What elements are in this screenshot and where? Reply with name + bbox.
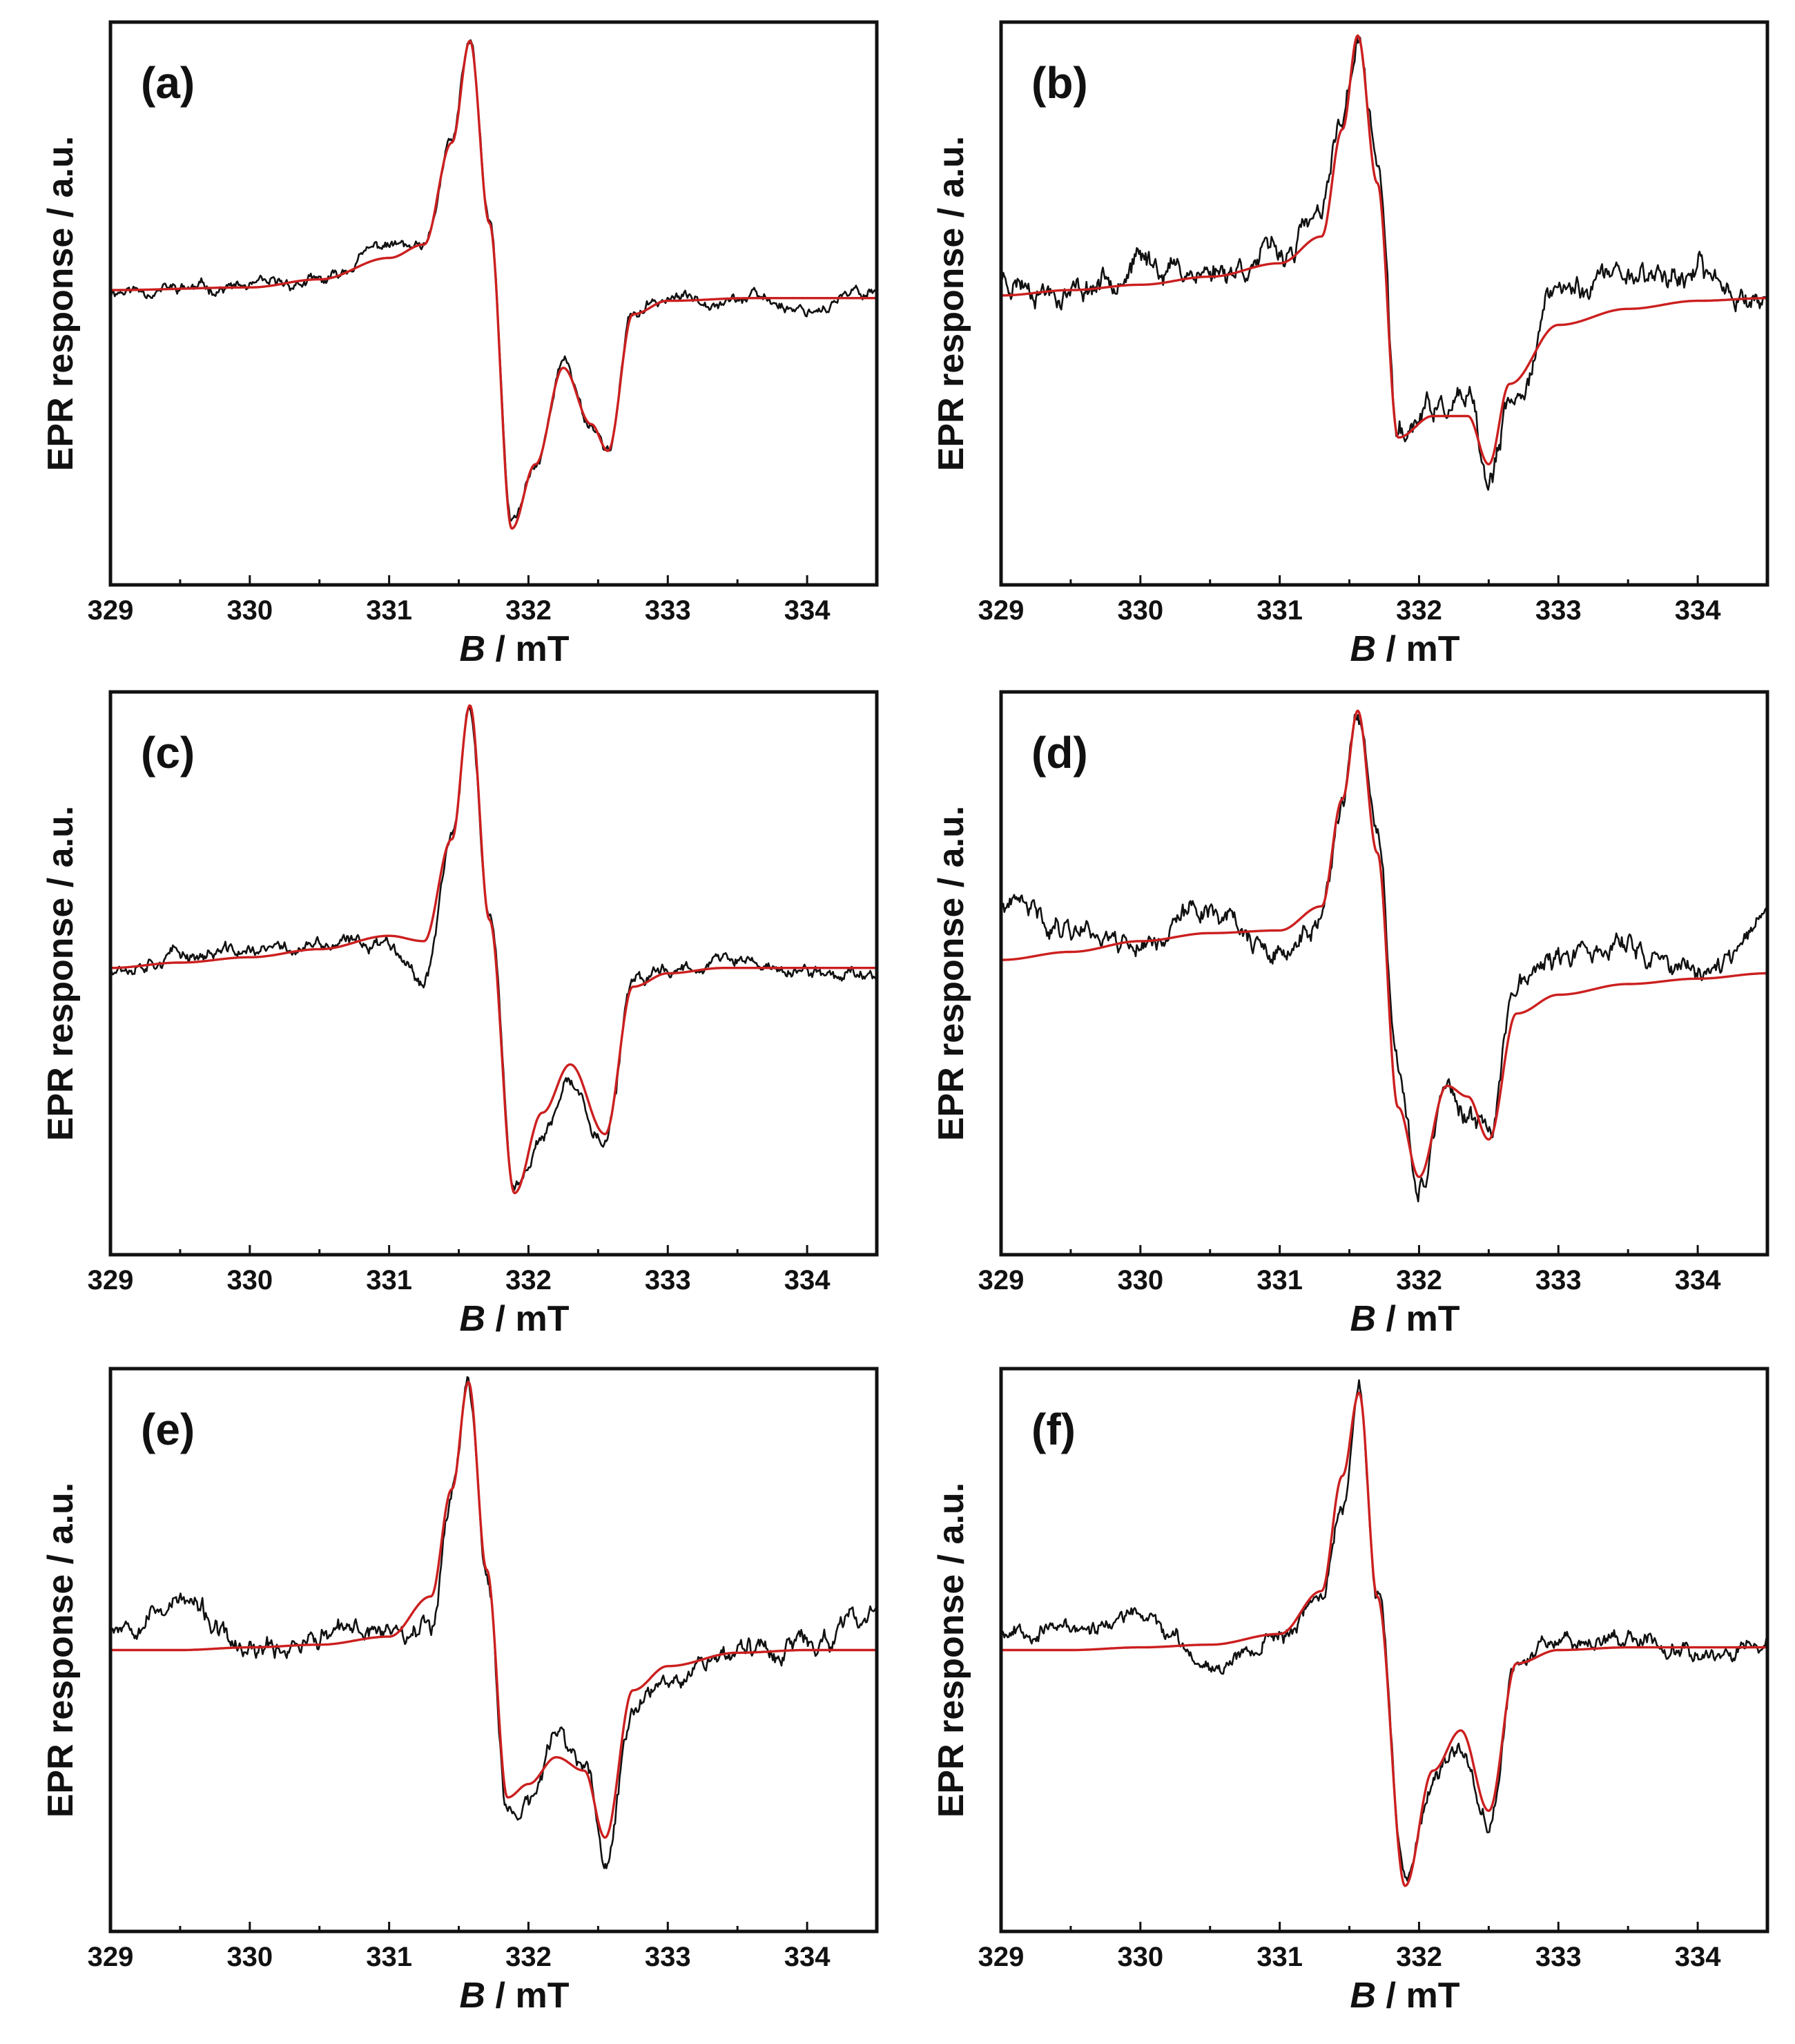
- x-tick-label: 330: [226, 595, 273, 626]
- x-axis-title: B / mT: [1350, 1299, 1460, 1339]
- x-tick-label: 331: [1256, 1942, 1303, 1972]
- simulation-trace-d: [1001, 709, 1767, 1179]
- panel-f: 329 330 331 332 333 334 B / mT EPR response / a…: [931, 1367, 1769, 2016]
- x-tick-label: 334: [784, 595, 831, 626]
- y-axis-title: EPR response / a.u.: [931, 1483, 971, 1818]
- panel-a: 329 330 331 332 333 334 B / mT EPR response / a…: [41, 20, 879, 669]
- x-tick-label: 331: [1256, 595, 1303, 626]
- x-axis-symbol: B: [1350, 629, 1377, 669]
- panel-d: 329 330 331 332 333 334 B / mT EPR response / a…: [931, 690, 1769, 1339]
- x-axis-title: B / mT: [460, 629, 570, 669]
- x-tick-label: 334: [1675, 1942, 1721, 1972]
- x-axis-symbol: B: [460, 629, 486, 669]
- x-tick-label: 331: [366, 595, 412, 626]
- x-tick-label: 329: [978, 595, 1025, 626]
- plot-frame: [108, 690, 879, 1257]
- x-tick-label: 332: [505, 1942, 552, 1972]
- x-tick-label: 332: [505, 1265, 552, 1295]
- x-tick-label: 334: [1675, 595, 1721, 626]
- plot-frame: [999, 1367, 1769, 1934]
- x-tick-label: 333: [1535, 595, 1582, 626]
- y-axis-title: EPR response / a.u.: [41, 806, 81, 1141]
- panel-label: (f): [1031, 1405, 1076, 1454]
- x-tick-label: 334: [1675, 1265, 1721, 1295]
- x-axis-title: B / mT: [1350, 1976, 1460, 2016]
- x-tick-label: 329: [88, 1265, 134, 1295]
- x-tick-label: 330: [226, 1265, 273, 1295]
- panel-c: 329 330 331 332 333 334 B / mT EPR response / a…: [41, 690, 879, 1339]
- y-axis-title: EPR response / a.u.: [41, 136, 81, 472]
- plot-frame: [999, 20, 1769, 587]
- x-tick-label: 329: [88, 1942, 134, 1972]
- x-tick-label: 331: [366, 1942, 412, 1972]
- x-axis-title: B / mT: [460, 1976, 570, 2016]
- x-tick-label: 329: [978, 1942, 1025, 1972]
- x-tick-label: 330: [1117, 1942, 1163, 1972]
- x-tick-label: 329: [88, 595, 134, 626]
- x-tick-label: 334: [784, 1265, 831, 1295]
- x-tick-label: 332: [1396, 1265, 1442, 1295]
- y-axis-title: EPR response / a.u.: [931, 806, 971, 1141]
- plot-frame: [108, 20, 879, 587]
- x-axis-unit: / mT: [485, 1976, 570, 2016]
- experimental-trace-d: [1001, 713, 1767, 1203]
- x-axis-unit: / mT: [1376, 629, 1460, 669]
- experimental-trace-a: [110, 39, 877, 522]
- x-tick-label: 333: [645, 1942, 691, 1972]
- plot-frame: [999, 690, 1769, 1257]
- simulation-trace-a: [110, 39, 877, 530]
- x-axis-symbol: B: [1350, 1299, 1377, 1339]
- panel-b: 329 330 331 332 333 334 B / mT EPR response / a…: [931, 20, 1769, 669]
- x-tick-label: 333: [645, 595, 691, 626]
- x-tick-label: 333: [1535, 1265, 1582, 1295]
- x-tick-label: 331: [1256, 1265, 1303, 1295]
- panel-label: (e): [141, 1405, 195, 1454]
- x-axis-symbol: B: [460, 1976, 486, 2016]
- panel-label: (a): [141, 58, 195, 108]
- x-tick-label: 330: [226, 1942, 273, 1972]
- x-tick-label: 332: [505, 595, 552, 626]
- x-tick-label: 332: [1396, 595, 1442, 626]
- x-tick-label: 330: [1117, 1265, 1163, 1295]
- x-tick-label: 330: [1117, 595, 1163, 626]
- x-tick-label: 333: [645, 1265, 691, 1295]
- x-axis-title: B / mT: [1350, 629, 1460, 669]
- x-axis-unit: / mT: [1376, 1299, 1460, 1339]
- simulation-trace-b: [1001, 34, 1767, 465]
- simulation-trace-f: [1001, 1391, 1767, 1887]
- experimental-trace-b: [1001, 36, 1767, 491]
- simulation-trace-e: [110, 1380, 877, 1839]
- plot-frame: [108, 1367, 879, 1934]
- x-tick-label: 331: [366, 1265, 412, 1295]
- x-axis-symbol: B: [1350, 1976, 1377, 2016]
- x-tick-label: 334: [784, 1942, 831, 1972]
- x-tick-label: 329: [978, 1265, 1025, 1295]
- x-tick-label: 332: [1396, 1942, 1442, 1972]
- x-axis-symbol: B: [460, 1299, 486, 1339]
- panel-label: (d): [1031, 728, 1088, 778]
- simulation-trace-c: [110, 704, 877, 1195]
- x-tick-label: 333: [1535, 1942, 1582, 1972]
- panel-label: (b): [1031, 58, 1088, 108]
- y-axis-title: EPR response / a.u.: [41, 1483, 81, 1818]
- y-axis-title: EPR response / a.u.: [931, 136, 971, 472]
- x-axis-title: B / mT: [460, 1299, 570, 1339]
- x-axis-unit: / mT: [1376, 1976, 1460, 2016]
- panel-label: (c): [141, 728, 195, 778]
- panel-e: 329 330 331 332 333 334 B / mT EPR response / a…: [41, 1367, 879, 2016]
- x-axis-unit: / mT: [485, 1299, 570, 1339]
- x-axis-unit: / mT: [485, 629, 570, 669]
